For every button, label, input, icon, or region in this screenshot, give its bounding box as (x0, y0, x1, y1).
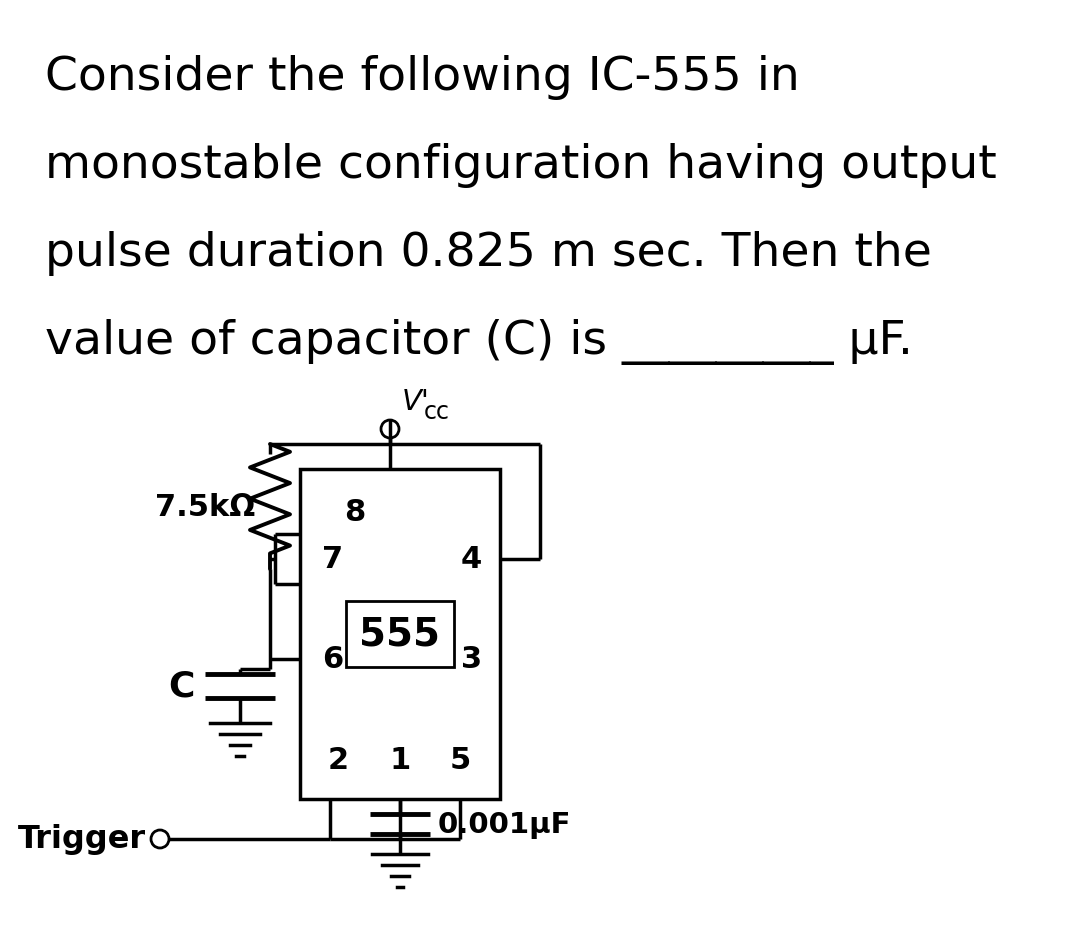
Text: monostable configuration having output: monostable configuration having output (45, 143, 997, 188)
Text: 1: 1 (390, 745, 410, 774)
Text: pulse duration 0.825 m sec. Then the: pulse duration 0.825 m sec. Then the (45, 231, 932, 275)
Text: Trigger: Trigger (18, 823, 146, 855)
Text: cc: cc (424, 400, 450, 424)
Text: Consider the following IC-555 in: Consider the following IC-555 in (45, 55, 800, 100)
Bar (300, 469, 500, 799)
Text: 555: 555 (360, 616, 441, 654)
Text: 0.001μF: 0.001μF (438, 810, 571, 838)
Text: 5: 5 (449, 745, 471, 774)
Text: 7.5kΩ: 7.5kΩ (154, 492, 255, 521)
Text: 2: 2 (327, 745, 349, 774)
Text: C: C (168, 669, 195, 704)
Text: 3: 3 (461, 645, 482, 674)
Text: 6: 6 (322, 645, 343, 674)
Text: 4: 4 (461, 545, 482, 574)
Text: V': V' (402, 387, 430, 415)
Text: 7: 7 (322, 545, 343, 574)
Text: 8: 8 (345, 498, 366, 527)
Text: value of capacitor (C) is _________ μF.: value of capacitor (C) is _________ μF. (45, 319, 913, 364)
